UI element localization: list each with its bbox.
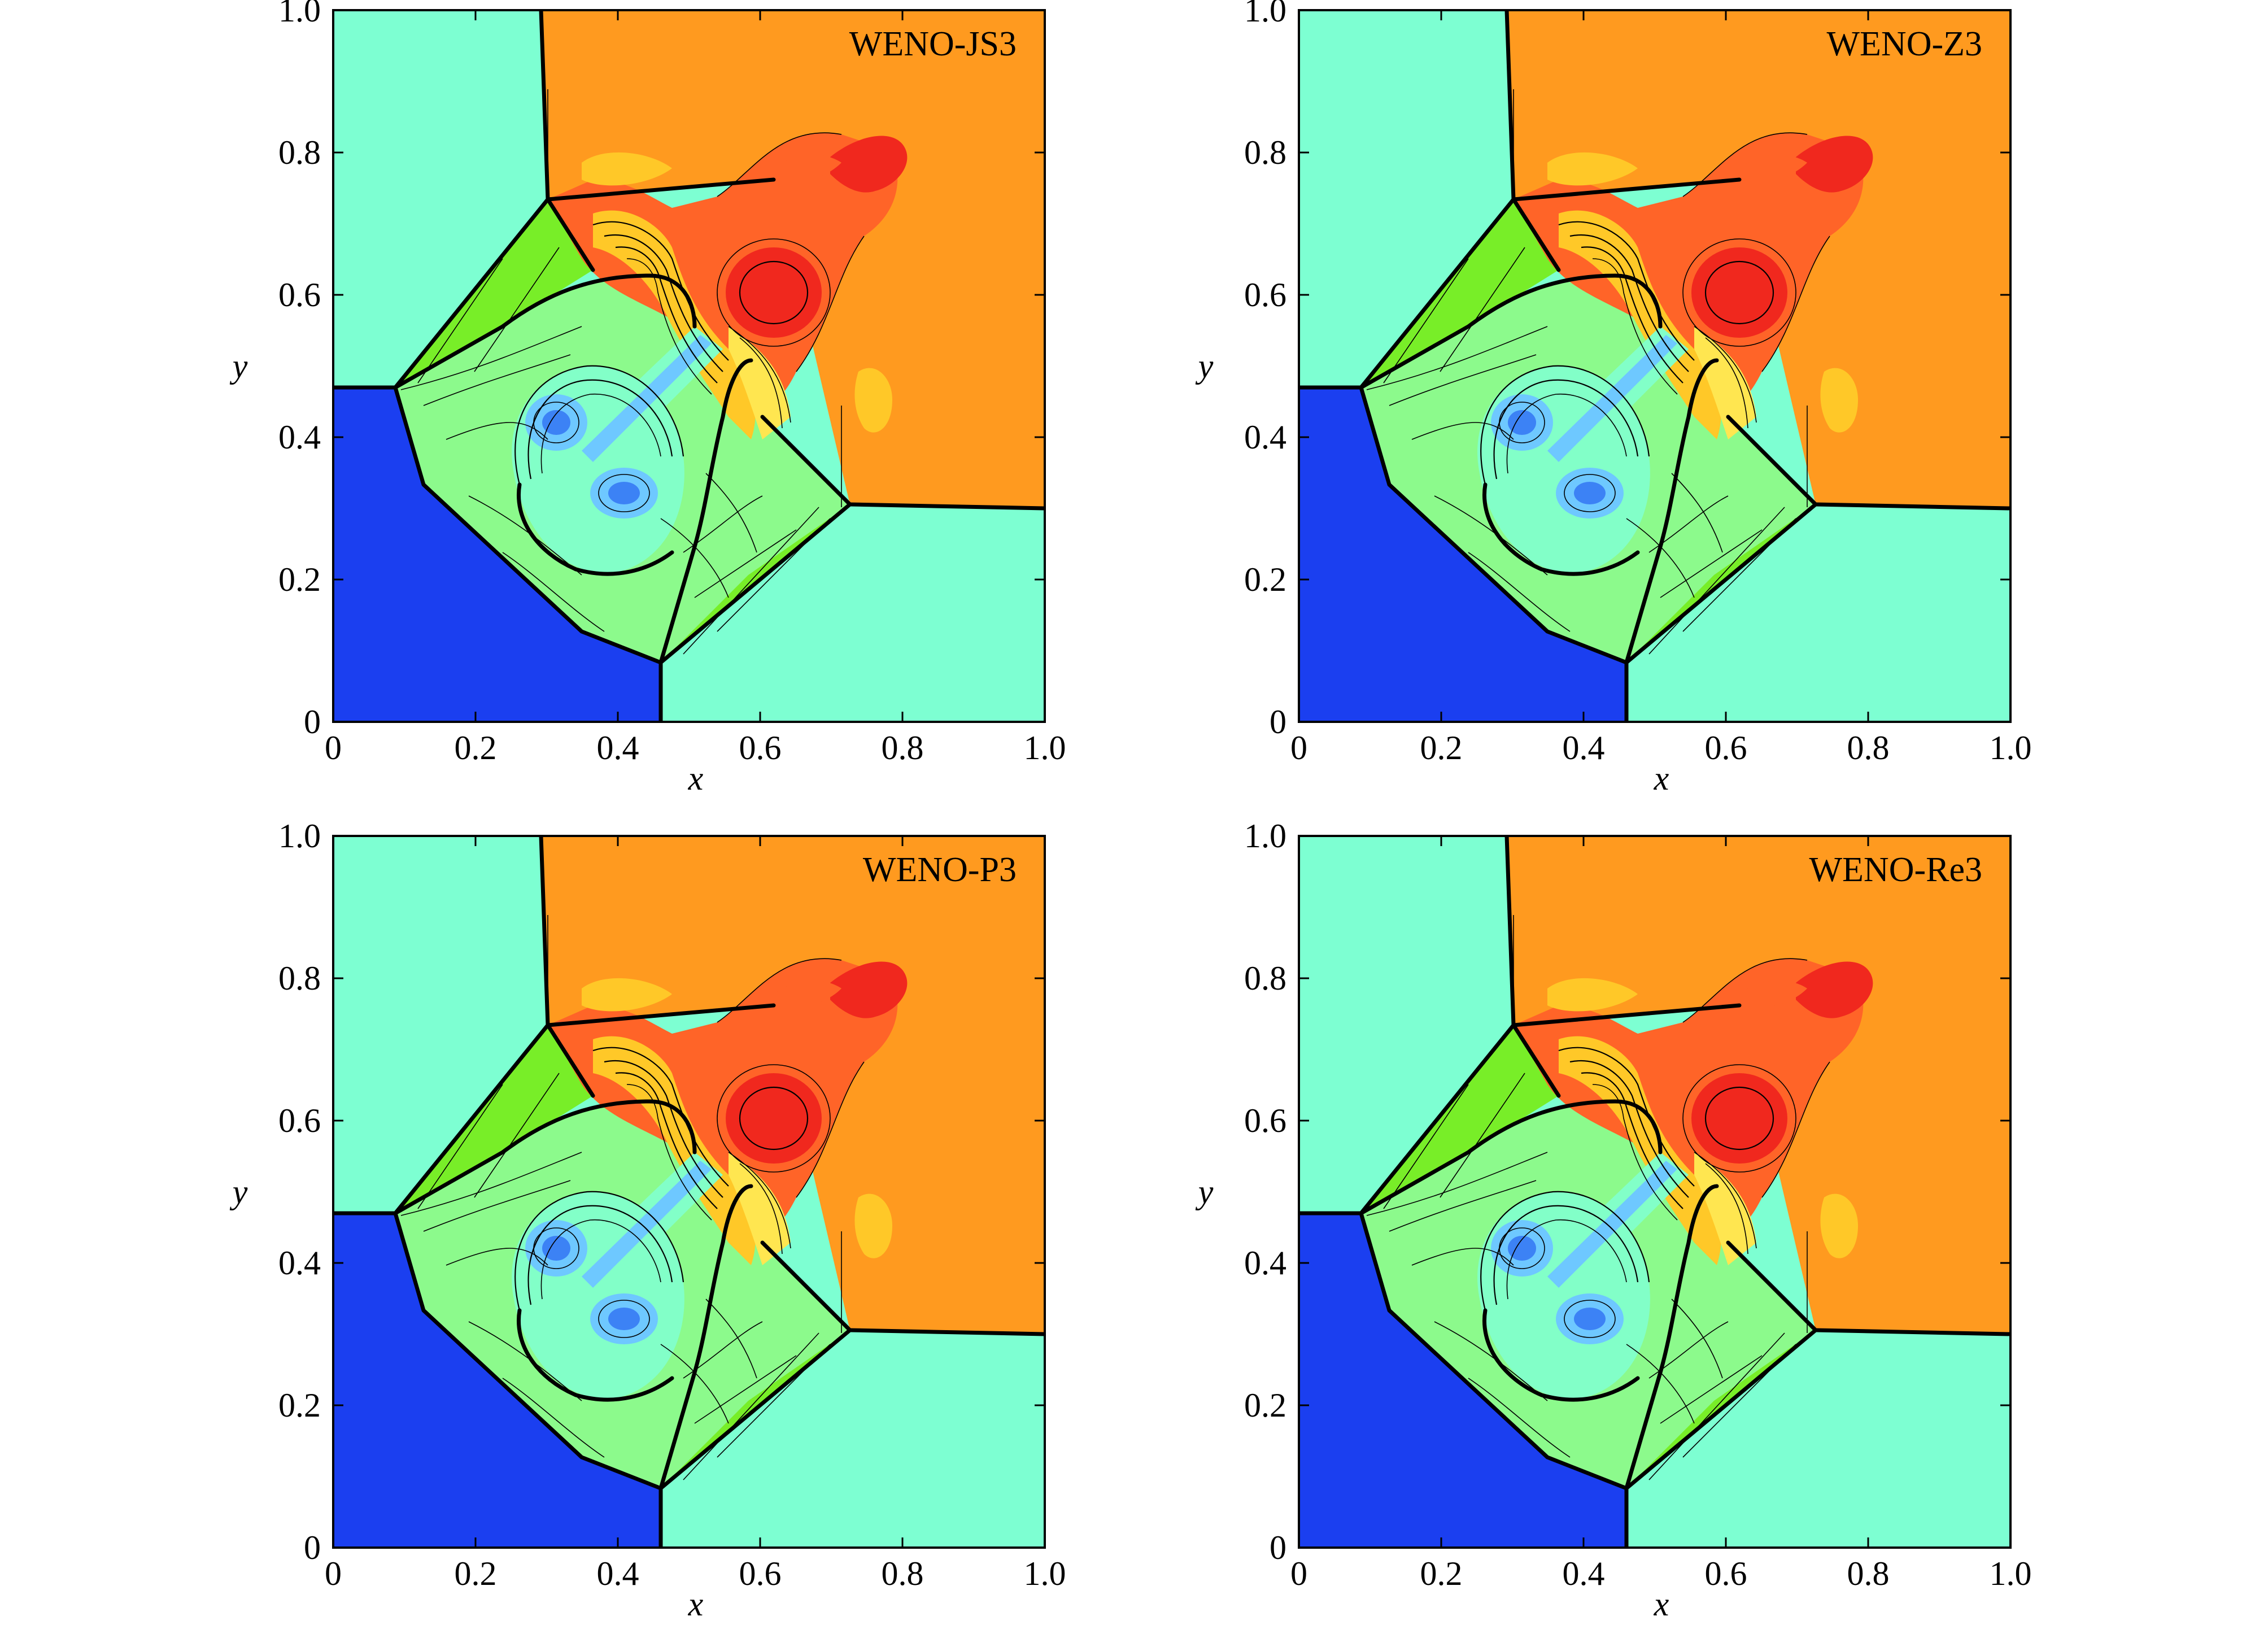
x-tick-label: 0.4	[597, 729, 639, 766]
x-tick-label: 1.0	[1024, 1555, 1066, 1592]
y-tick-label: 1.0	[278, 0, 321, 29]
y-axis-label: y	[1195, 347, 1214, 385]
plot-frame	[1298, 835, 2012, 1549]
y-tick-label: 0.8	[1244, 134, 1286, 171]
plot-area	[1299, 836, 2010, 1548]
panel-title: WENO-Z3	[1827, 25, 1982, 63]
plot-frame	[1298, 9, 2012, 723]
y-tick-label: 1.0	[1244, 0, 1286, 29]
x-tick-label: 0.2	[1420, 1555, 1463, 1592]
plot-area	[1299, 10, 2010, 722]
panel-title: WENO-JS3	[849, 25, 1017, 63]
x-tick-label: 0.2	[455, 729, 497, 766]
y-tick-label: 0.6	[278, 1102, 321, 1139]
x-tick-label: 0.4	[597, 1555, 639, 1592]
panel-1: 0 0.2 0.4 0.6 0.8 1.0 0 0.2 0.4 0.6 0.8 1.0 x y WENO-J…	[229, 0, 1066, 797]
x-tick-label: 0.8	[1847, 1555, 1890, 1592]
x-tick-label: 0.8	[882, 1555, 924, 1592]
x-tick-label: 0.4	[1563, 729, 1605, 766]
y-tick-label: 0	[1270, 1529, 1286, 1566]
y-axis-label: y	[229, 1173, 248, 1210]
x-tick-label: 0	[1290, 1555, 1307, 1592]
y-tick-label: 0.4	[1244, 1244, 1286, 1282]
y-tick-label: 0.8	[278, 134, 321, 171]
x-tick-label: 0.6	[1705, 729, 1747, 766]
y-axis-label: y	[229, 347, 248, 385]
plot-frame	[332, 835, 1046, 1549]
y-axis-label: y	[1195, 1173, 1214, 1210]
x-tick-label: 0	[325, 729, 342, 766]
y-tick-label: 1.0	[1244, 817, 1286, 855]
x-tick-label: 1.0	[1990, 1555, 2032, 1592]
x-tick-label: 0.6	[1705, 1555, 1747, 1592]
y-tick-label: 0.2	[278, 1387, 321, 1424]
x-tick-label: 0.6	[739, 729, 782, 766]
y-tick-label: 0.4	[1244, 419, 1286, 456]
panel-title: WENO-Re3	[1809, 851, 1982, 889]
x-tick-label: 0.2	[455, 1555, 497, 1592]
y-tick-label: 1.0	[278, 817, 321, 855]
panels: 0 0.2 0.4 0.6 0.8 1.0 0 0.2 0.4 0.6 0.8 1.0 x y WENO-J…	[229, 0, 2032, 1623]
x-tick-label: 1.0	[1024, 729, 1066, 766]
y-tick-label: 0	[304, 1529, 321, 1566]
y-tick-label: 0.2	[278, 561, 321, 598]
y-tick-label: 0.4	[278, 1244, 321, 1282]
y-tick-label: 0.8	[1244, 960, 1286, 997]
panel-title: WENO-P3	[863, 851, 1017, 889]
x-axis-label: x	[1654, 1585, 1669, 1623]
x-tick-label: 0	[1290, 729, 1307, 766]
plot-area	[333, 836, 1045, 1548]
y-tick-label: 0.6	[278, 276, 321, 313]
x-axis-label: x	[688, 1585, 704, 1623]
plot-area	[333, 10, 1045, 722]
x-tick-label: 0.4	[1563, 1555, 1605, 1592]
x-tick-label: 0	[325, 1555, 342, 1592]
y-tick-label: 0.2	[1244, 1387, 1286, 1424]
y-tick-label: 0	[1270, 703, 1286, 740]
y-tick-label: 0.2	[1244, 561, 1286, 598]
plot-frame	[332, 9, 1046, 723]
y-tick-label: 0.4	[278, 419, 321, 456]
x-tick-label: 0.8	[1847, 729, 1890, 766]
y-tick-label: 0	[304, 703, 321, 740]
y-tick-label: 0.6	[1244, 1102, 1286, 1139]
x-tick-label: 0.8	[882, 729, 924, 766]
x-tick-label: 0.6	[739, 1555, 782, 1592]
y-tick-label: 0.6	[1244, 276, 1286, 313]
panel-3: 0 0.2 0.4 0.6 0.8 1.0 0 0.2 0.4 0.6 0.8 1.0 x y WENO-P…	[229, 817, 1066, 1623]
x-axis-label: x	[688, 760, 704, 797]
y-tick-label: 0.8	[278, 960, 321, 997]
panel-4: 0 0.2 0.4 0.6 0.8 1.0 0 0.2 0.4 0.6 0.8 1.0 x y WENO-R…	[1195, 817, 2032, 1623]
x-tick-label: 1.0	[1990, 729, 2032, 766]
x-axis-label: x	[1654, 760, 1669, 797]
panel-2: 0 0.2 0.4 0.6 0.8 1.0 0 0.2 0.4 0.6 0.8 1.0 x y WENO-Z…	[1195, 0, 2032, 797]
x-tick-label: 0.2	[1420, 729, 1463, 766]
